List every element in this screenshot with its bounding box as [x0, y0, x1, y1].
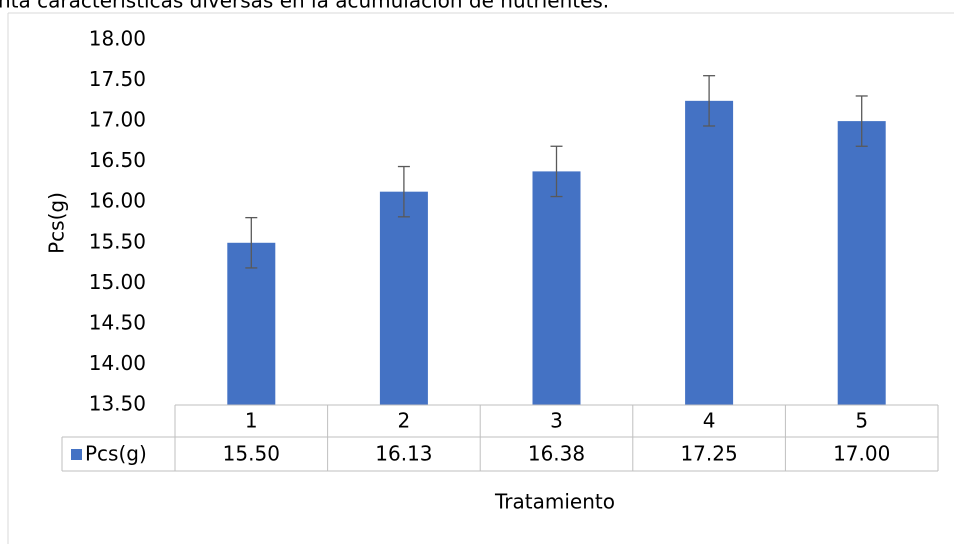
error-bar [397, 165, 410, 218]
table-value: 17.25 [680, 442, 737, 466]
y-tick-label: 15.00 [89, 270, 146, 294]
bar [532, 171, 581, 405]
x-tick-label: 4 [703, 409, 716, 433]
y-tick-label: 13.50 [89, 392, 146, 416]
bar [379, 191, 428, 405]
table-value: 16.38 [528, 442, 585, 466]
y-tick-label: 16.00 [89, 189, 146, 213]
bar [685, 100, 734, 405]
y-tick-label: 14.00 [89, 351, 146, 375]
legend-label: Pcs(g) [85, 442, 147, 466]
error-bar [855, 95, 868, 147]
legend-swatch [71, 449, 82, 460]
x-tick-label: 5 [855, 409, 868, 433]
error-bar [703, 75, 716, 127]
y-tick-label: 17.50 [89, 67, 146, 91]
caption: nta características diversas en la acumu… [0, 0, 609, 13]
y-tick-label: 18.00 [89, 27, 146, 51]
x-axis-title: Tratamiento [494, 490, 615, 514]
x-tick-label: 3 [550, 409, 563, 433]
x-tick-label: 1 [245, 409, 258, 433]
y-tick-label: 16.50 [89, 148, 146, 172]
x-tick-label: 2 [398, 409, 411, 433]
table-value: 17.00 [833, 442, 890, 466]
error-bar [245, 216, 258, 269]
y-tick-label: 14.50 [89, 310, 146, 334]
y-tick-label: 15.50 [89, 229, 146, 253]
y-tick-label: 17.00 [89, 108, 146, 132]
table-value: 16.13 [375, 442, 432, 466]
bar [227, 242, 276, 405]
bar [837, 121, 886, 405]
table-value: 15.50 [223, 442, 280, 466]
y-axis-title: Pcs(g) [45, 192, 69, 254]
error-bar [550, 145, 563, 198]
